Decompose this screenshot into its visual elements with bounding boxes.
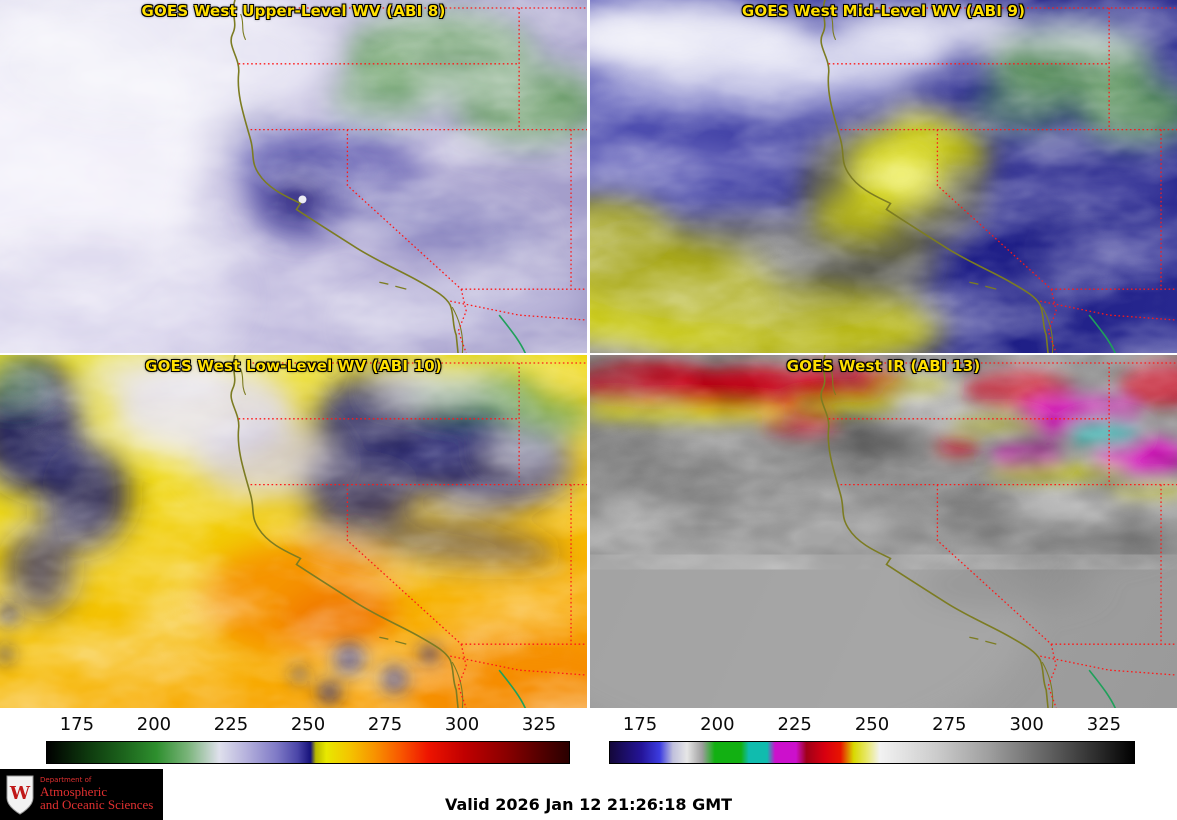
wv-tick-label: 200 xyxy=(136,714,172,735)
ir-colorbar: 175 200 225 250 275 300 325 xyxy=(609,714,1135,766)
logo-name-line1: Atmospheric xyxy=(40,783,108,799)
panel-low-level-wv: GOES West Low-Level WV (ABI 10) xyxy=(0,355,587,708)
panel-title-abi13: GOES West IR (ABI 13) xyxy=(786,357,981,375)
panel-title-abi9: GOES West Mid-Level WV (ABI 9) xyxy=(741,2,1026,20)
wv-tick-label: 275 xyxy=(367,714,403,735)
logo-name-line2: and Oceanic Sciences xyxy=(40,797,154,813)
satellite-image-abi10 xyxy=(0,355,587,708)
wv-tick-label: 175 xyxy=(59,714,95,735)
wv-tick-label: 325 xyxy=(521,714,557,735)
ir-tick-label: 275 xyxy=(932,714,967,735)
satellite-image-abi9 xyxy=(590,0,1177,353)
wv-tick-label: 250 xyxy=(290,714,326,735)
ir-tick-label: 175 xyxy=(622,714,658,735)
panel-title-abi10: GOES West Low-Level WV (ABI 10) xyxy=(145,357,442,375)
wv-colorbar: 175 200 225 250 275 300 325 xyxy=(46,714,570,766)
ir-colorbar-gradient xyxy=(609,741,1135,764)
wv-colorbar-gradient xyxy=(46,741,570,764)
ir-tick-label: 200 xyxy=(700,714,735,735)
svg-text:W: W xyxy=(9,783,31,804)
panel-upper-level-wv: GOES West Upper-Level WV (ABI 8) xyxy=(0,0,587,353)
ir-tick-label: 300 xyxy=(1009,714,1044,735)
ir-tick-label: 250 xyxy=(854,714,890,735)
wv-tick-label: 300 xyxy=(444,714,480,735)
logo-dept-line: Department of xyxy=(40,776,92,785)
uw-aos-logo: W Department of Atmospheric and Oceanic … xyxy=(0,769,163,820)
uw-crest-icon: W xyxy=(6,775,34,815)
satellite-image-abi8 xyxy=(0,0,587,353)
panel-mid-level-wv: GOES West Mid-Level WV (ABI 9) xyxy=(590,0,1177,353)
satellite-image-abi13 xyxy=(590,355,1177,708)
wv-tick-label: 225 xyxy=(213,714,249,735)
panel-ir: GOES West IR (ABI 13) xyxy=(590,355,1177,708)
ir-tick-label: 225 xyxy=(777,714,812,735)
valid-time-label: Valid 2026 Jan 12 21:26:18 GMT xyxy=(444,795,733,814)
ir-tick-label: 325 xyxy=(1086,714,1122,735)
panel-title-abi8: GOES West Upper-Level WV (ABI 8) xyxy=(141,2,446,20)
